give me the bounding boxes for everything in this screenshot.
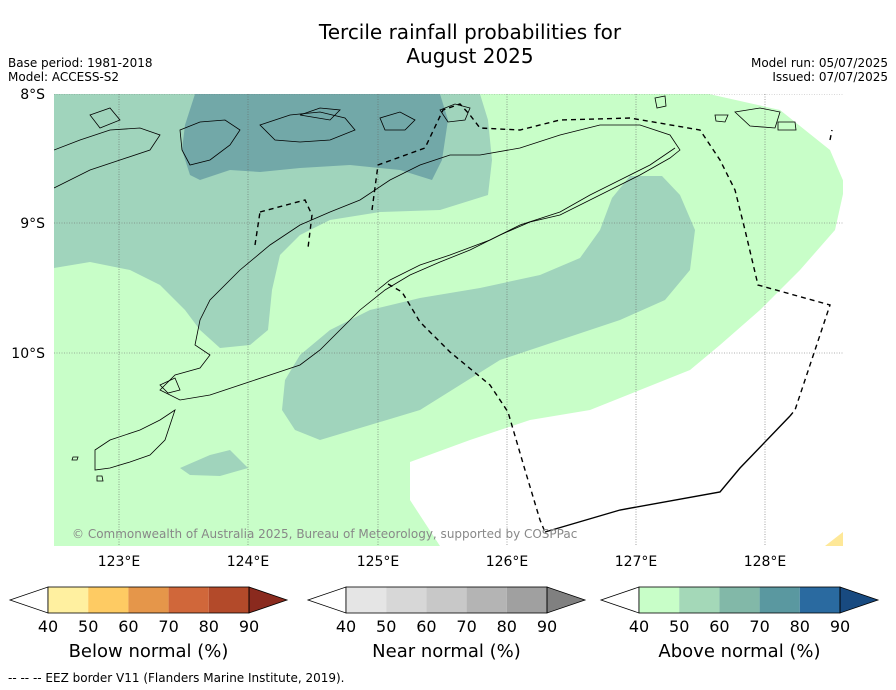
- colorbar-tick-label: 90: [537, 617, 557, 636]
- map-title: Tercile rainfall probabilities for Augus…: [0, 20, 896, 68]
- colorbar-tick-label: 90: [239, 617, 259, 636]
- below-normal-40-50-corner: [825, 532, 843, 546]
- lon-label-123e: 123°E: [98, 554, 141, 570]
- colorbar-title: Above normal (%): [658, 641, 820, 662]
- colorbar-extend-high: [248, 586, 289, 614]
- lat-label-10s: 10°S: [11, 346, 45, 362]
- colorbar-tick-label: 60: [118, 617, 138, 636]
- colorbar-extend-low: [599, 586, 640, 614]
- colorbar-bin: [168, 587, 209, 613]
- model-name: Model: ACCESS-S2: [8, 70, 120, 84]
- issued-date: Issued: 07/07/2025: [772, 70, 888, 84]
- colorbar-bin: [426, 587, 467, 613]
- map-plot-area: © Commonwealth of Australia 2025, Bureau…: [54, 94, 843, 546]
- colorbar-bin: [799, 587, 840, 613]
- colorbar-bin: [386, 587, 427, 613]
- colorbar-tick-label: 70: [749, 617, 769, 636]
- colorbar-below-normal: 40 50 60 70 80 90 Below normal (%): [8, 586, 289, 662]
- colorbar-bin: [639, 587, 680, 613]
- above-normal-60-70-region: [182, 94, 448, 180]
- colorbar-tick-label: 70: [456, 617, 476, 636]
- colorbar-tick-label: 40: [629, 617, 649, 636]
- eez-border-solid-segment: [544, 415, 791, 533]
- colorbar-tick-label: 50: [669, 617, 689, 636]
- colorbar-extend-high: [546, 586, 587, 614]
- colorbar-bin: [208, 587, 249, 613]
- colorbar-bin: [679, 587, 720, 613]
- above-normal-50-60-region-south: [180, 450, 248, 476]
- colorbar-tick-label: 60: [416, 617, 436, 636]
- colorbar-bin: [346, 587, 387, 613]
- colorbar-tick-label: 50: [376, 617, 396, 636]
- colorbar-bin: [719, 587, 760, 613]
- graticule: [54, 94, 843, 546]
- copyright-notice: © Commonwealth of Australia 2025, Bureau…: [72, 527, 577, 541]
- colorbar-outline: [638, 586, 841, 614]
- colorbar-tick-label: 90: [830, 617, 850, 636]
- colorbar-bin: [48, 587, 89, 613]
- lon-label-126e: 126°E: [486, 554, 529, 570]
- above-normal-50-60-region-east: [282, 176, 695, 440]
- colorbar-bin: [88, 587, 129, 613]
- colorbar-extend-low: [306, 586, 347, 614]
- colorbar-title: Near normal (%): [372, 641, 521, 662]
- colorbar-extend-high: [839, 586, 880, 614]
- colorbar-near-normal: 40 50 60 70 80 90 Near normal (%): [306, 586, 587, 662]
- colorbar-tick-label: 60: [709, 617, 729, 636]
- colorbar-above-normal: 40 50 60 70 80 90 Above normal (%): [599, 586, 880, 662]
- colorbar-outline: [345, 586, 548, 614]
- lon-label-128e: 128°E: [744, 554, 787, 570]
- colorbar-extend-low: [8, 586, 49, 614]
- model-run: Model run: 05/07/2025: [750, 56, 888, 70]
- colorbar-bin: [759, 587, 800, 613]
- colorbar-tick-label: 80: [199, 617, 219, 636]
- base-period: Base period: 1981-2018: [8, 56, 153, 70]
- eez-border: [254, 103, 833, 533]
- lat-label-9s: 9°S: [20, 216, 45, 232]
- title-line-1: Tercile rainfall probabilities for: [318, 20, 622, 44]
- title-line-2: August 2025: [406, 44, 534, 68]
- colorbar-title: Below normal (%): [69, 641, 229, 662]
- colorbar-bin: [128, 587, 169, 613]
- colorbar-tick-label: 80: [790, 617, 810, 636]
- colorbar-tick-label: 40: [38, 617, 58, 636]
- lon-label-127e: 127°E: [615, 554, 658, 570]
- colorbar-bin: [466, 587, 507, 613]
- colorbar-bin: [506, 587, 547, 613]
- colorbar-tick-label: 80: [497, 617, 517, 636]
- coastline: [54, 95, 797, 482]
- colorbar-tick-label: 70: [158, 617, 178, 636]
- lat-label-8s: 8°S: [20, 87, 45, 103]
- lon-label-124e: 124°E: [227, 554, 270, 570]
- lon-label-125e: 125°E: [357, 554, 400, 570]
- colorbar-tick-label: 50: [78, 617, 98, 636]
- colorbar-tick-label: 40: [336, 617, 356, 636]
- colorbar-outline: [47, 586, 250, 614]
- eez-footnote: -- -- -- EEZ border V11 (Flanders Marine…: [8, 671, 345, 685]
